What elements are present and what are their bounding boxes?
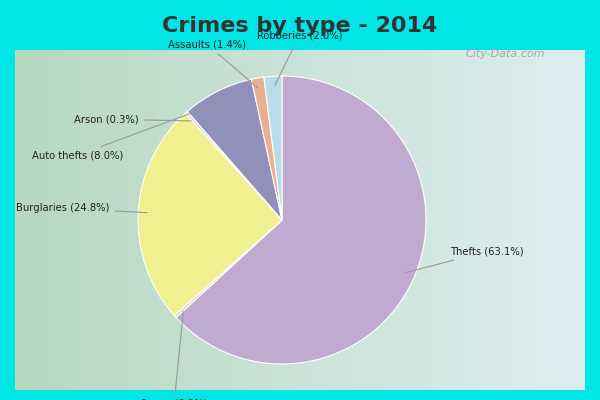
Text: Rapes (0.3%): Rapes (0.3%) [141, 312, 207, 400]
Wedge shape [174, 220, 282, 318]
Wedge shape [176, 76, 426, 364]
Text: Auto thefts (8.0%): Auto thefts (8.0%) [32, 102, 220, 160]
Wedge shape [187, 79, 282, 220]
Text: Thefts (63.1%): Thefts (63.1%) [406, 247, 523, 272]
Wedge shape [138, 113, 282, 316]
Text: Crimes by type - 2014: Crimes by type - 2014 [163, 16, 437, 36]
Wedge shape [251, 77, 282, 220]
Text: Arson (0.3%): Arson (0.3%) [74, 114, 191, 124]
Wedge shape [264, 76, 282, 220]
Text: Robberies (2.0%): Robberies (2.0%) [257, 31, 342, 85]
Text: Burglaries (24.8%): Burglaries (24.8%) [16, 204, 147, 214]
Text: City-Data.com: City-Data.com [466, 49, 545, 59]
Text: Assaults (1.4%): Assaults (1.4%) [168, 39, 257, 88]
Wedge shape [185, 112, 282, 220]
